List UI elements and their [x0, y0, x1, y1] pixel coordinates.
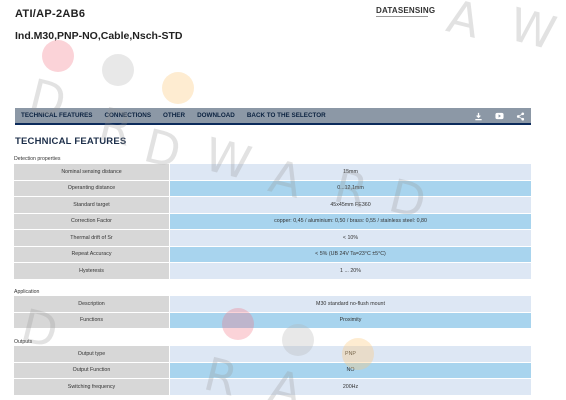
row-value: < 5% (UB 24V Ta=23°C ±5°C) — [169, 246, 531, 262]
row-value: M30 standard no-flush mount — [169, 296, 531, 312]
row-label: Repeat Accuracy — [14, 246, 169, 262]
tab-navigation: TECHNICAL FEATURES CONNECTIONS OTHER DOW… — [15, 108, 531, 124]
detection-properties-table: Nominal sensing distance 15mm Operanting … — [14, 164, 531, 280]
row-value: Proximity — [169, 312, 531, 328]
watermark-dot — [102, 54, 134, 86]
product-header: ATI/AP-2AB6 Ind.M30,PNP-NO,Cable,Nsch-ST… — [15, 6, 555, 46]
brand-name: DATASENSING — [376, 6, 436, 15]
row-value: 0...12,1mm — [169, 180, 531, 196]
row-label: Description — [14, 296, 169, 312]
nav-icons — [474, 111, 531, 121]
tab-active-underline — [15, 123, 531, 125]
tab-back-to-selector[interactable]: BACK TO THE SELECTOR — [246, 112, 326, 119]
row-value: 1 ... 20% — [169, 263, 531, 279]
share-icon[interactable] — [516, 111, 525, 121]
row-value: 15mm — [169, 164, 531, 180]
table-row: Standard target 45x45mm FE360 — [14, 197, 531, 214]
row-label: Thermal drift of Sr — [14, 230, 169, 246]
row-value: 45x45mm FE360 — [169, 197, 531, 213]
row-value: NO — [169, 362, 531, 378]
table-row: Description M30 standard no-flush mount — [14, 296, 531, 313]
brand-underline — [376, 16, 428, 19]
table-row: Operanting distance 0...12,1mm — [14, 180, 531, 197]
application-table: Description M30 standard no-flush mount F… — [14, 296, 531, 329]
row-label: Switching frequency — [14, 379, 169, 395]
watermark-dot — [162, 72, 194, 104]
table-row: Switching frequency 200Hz — [14, 379, 531, 396]
group-title-detection: Detection properties — [14, 156, 61, 162]
tab-other[interactable]: OTHER — [163, 112, 186, 119]
table-row: Correction Factor copper: 0,45 / aluminiu… — [14, 213, 531, 230]
watermark-letter: R — [93, 96, 140, 158]
row-label: Hysteresis — [14, 263, 169, 279]
row-value: 200Hz — [169, 379, 531, 395]
table-row: Nominal sensing distance 15mm — [14, 164, 531, 181]
group-title-application: Application — [14, 289, 40, 295]
video-icon[interactable] — [495, 112, 504, 121]
row-label: Output type — [14, 346, 169, 362]
tab-connections[interactable]: CONNECTIONS — [104, 112, 152, 119]
row-label: Output Function — [14, 362, 169, 378]
group-title-outputs: Outputs — [14, 339, 33, 345]
row-label: Nominal sensing distance — [14, 164, 169, 180]
row-label: Correction Factor — [14, 213, 169, 229]
table-row: Functions Proximity — [14, 312, 531, 329]
download-icon[interactable] — [474, 112, 483, 121]
row-value: < 10% — [169, 230, 531, 246]
outputs-table: Output type PNP Output Function NO Switchi… — [14, 346, 531, 396]
table-row: Hysteresis 1 ... 20% — [14, 263, 531, 280]
row-label: Functions — [14, 312, 169, 328]
table-row: Output Function NO — [14, 362, 531, 379]
product-description: Ind.M30,PNP-NO,Cable,Nsch-STD — [15, 30, 183, 42]
table-row: Thermal drift of Sr < 10% — [14, 230, 531, 247]
brand-logo: DATASENSING — [376, 6, 435, 19]
section-title: TECHNICAL FEATURES — [15, 136, 127, 147]
row-label: Standard target — [14, 197, 169, 213]
table-row: Output type PNP — [14, 346, 531, 363]
row-label: Operanting distance — [14, 180, 169, 196]
table-row: Repeat Accuracy < 5% (UB 24V Ta=23°C ±5°C… — [14, 246, 531, 263]
product-code: ATI/AP-2AB6 — [15, 8, 86, 20]
tab-download[interactable]: DOWNLOAD — [197, 112, 235, 119]
row-value: PNP — [169, 346, 531, 362]
row-value: copper: 0,45 / aluminium: 0,50 / brass: … — [169, 213, 531, 229]
tab-technical-features[interactable]: TECHNICAL FEATURES — [21, 112, 93, 119]
